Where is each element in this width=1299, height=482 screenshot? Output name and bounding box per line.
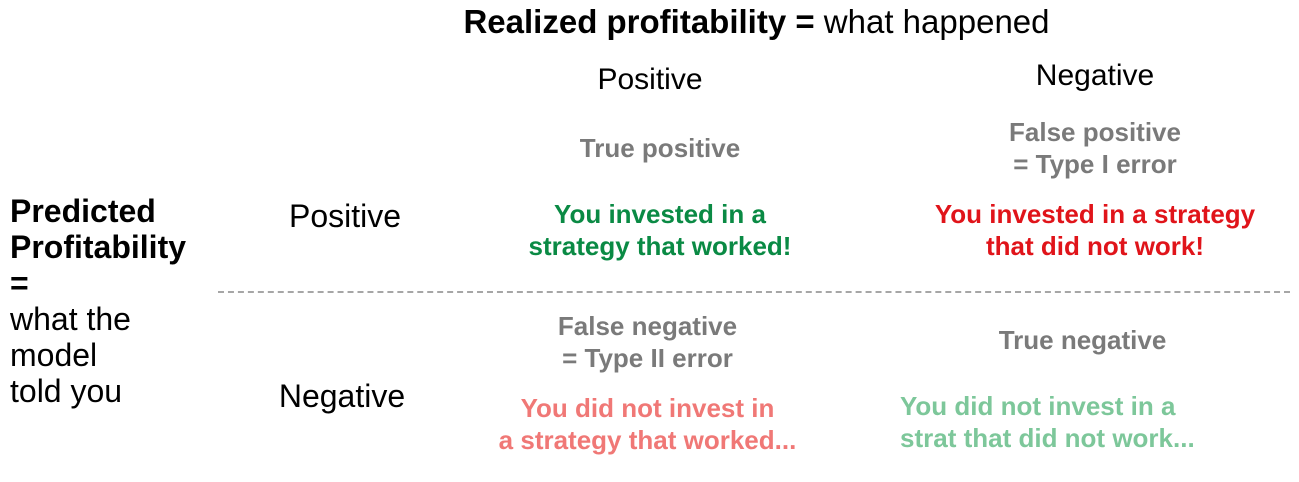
false-negative-type: = Type II error	[562, 343, 733, 373]
cell-true-positive: True positive You invested in a strategy…	[470, 132, 850, 262]
true-negative-message-2: strat that did not work...	[900, 423, 1195, 453]
true-positive-message-1: You invested in a	[554, 199, 766, 229]
false-negative-message-1: You did not invest in	[520, 393, 775, 423]
predicted-profitability-label: Predicted Profitability = what the model…	[10, 193, 186, 409]
realized-profitability-title: Realized profitability = what happened	[0, 2, 1299, 42]
false-positive-type: = Type I error	[1013, 149, 1177, 179]
column-header-negative: Negative	[1035, 59, 1155, 92]
predicted-line-1: Predicted	[10, 193, 156, 229]
predicted-line-3: =	[10, 265, 29, 301]
true-negative-label: True negative	[998, 325, 1167, 355]
predicted-line-4: what the	[10, 301, 131, 337]
true-positive-label: True positive	[579, 133, 741, 163]
false-negative-message-2: a strategy that worked...	[498, 425, 797, 455]
column-header-positive: Positive	[597, 63, 703, 96]
row-header-positive: Positive	[288, 198, 402, 234]
cell-true-negative: True negative You did not invest in a st…	[885, 324, 1299, 454]
predicted-line-2: Profitability	[10, 229, 187, 265]
false-negative-label: False negative	[557, 311, 738, 341]
row-header-negative: Negative	[278, 378, 406, 414]
false-positive-message-2: that did not work!	[985, 231, 1205, 261]
predicted-line-6: told you	[10, 373, 123, 409]
row-divider	[218, 291, 1290, 293]
true-positive-message-2: strategy that worked!	[528, 231, 792, 261]
realized-profitability-rest: what happened	[814, 3, 1050, 40]
false-positive-message-1: You invested in a strategy	[934, 199, 1256, 229]
cell-false-positive: False positive = Type I error You invest…	[895, 116, 1295, 262]
true-negative-message-1: You did not invest in a	[900, 391, 1176, 421]
predicted-line-5: model	[10, 337, 98, 373]
false-positive-label: False positive	[1009, 117, 1181, 147]
cell-false-negative: False negative = Type II error You did n…	[450, 310, 845, 456]
realized-profitability-bold: Realized profitability =	[463, 3, 815, 40]
